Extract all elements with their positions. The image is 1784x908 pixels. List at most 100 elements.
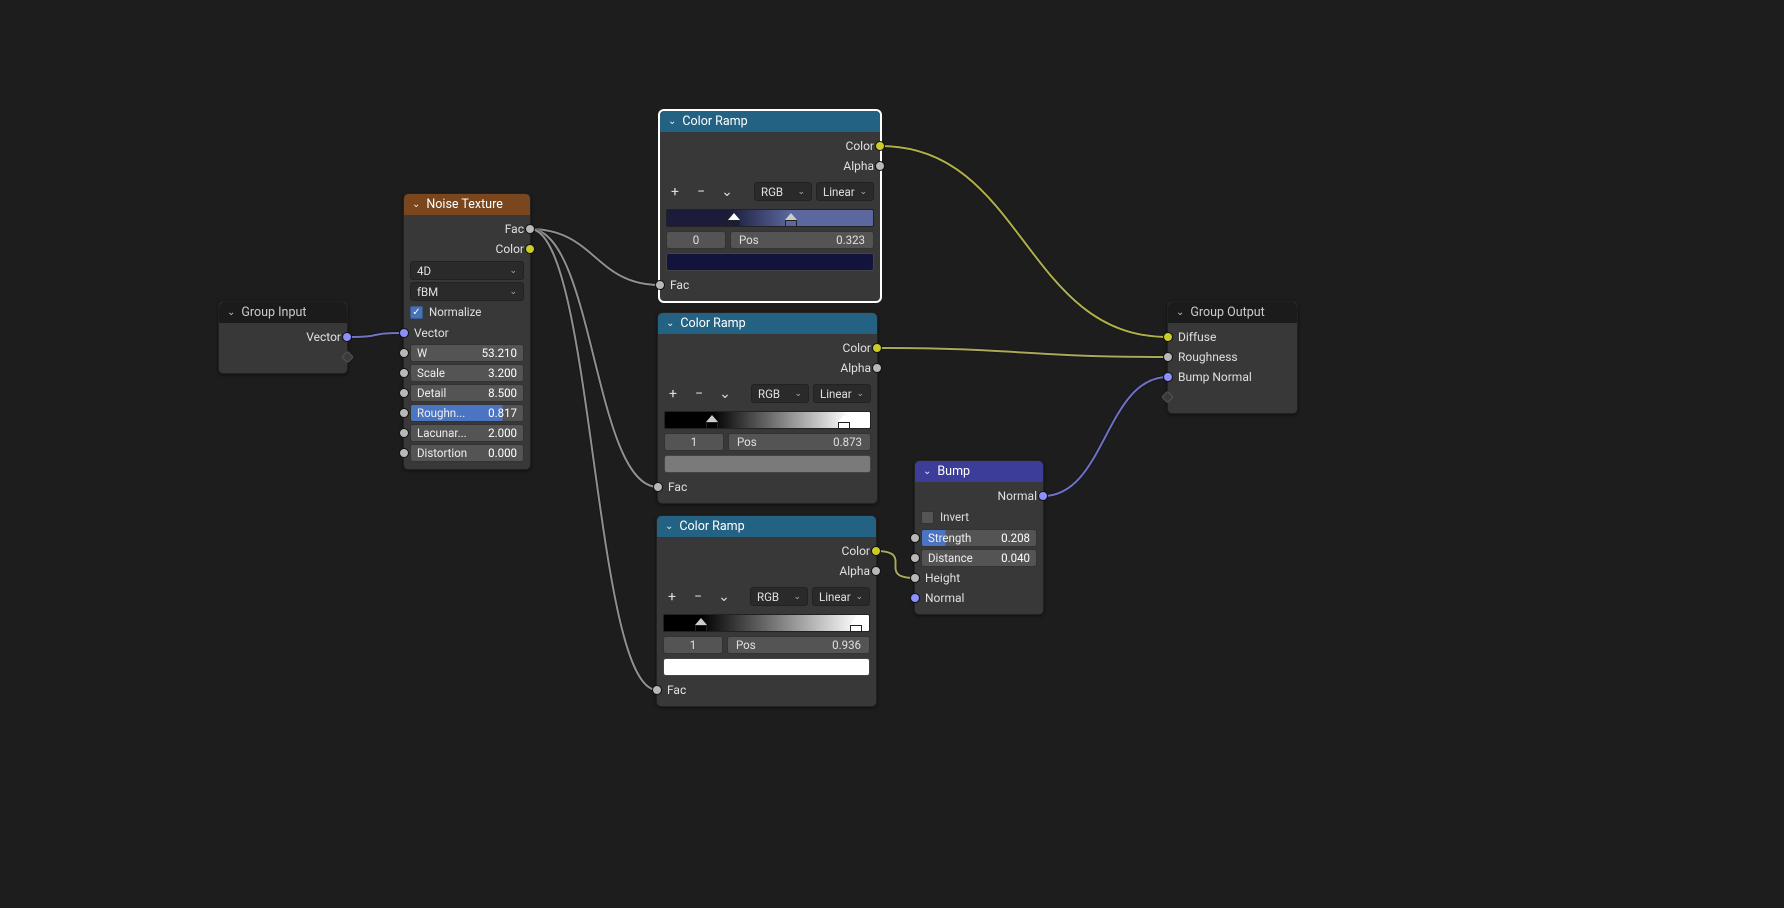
output-socket[interactable]	[525, 224, 535, 234]
output-socket[interactable]	[875, 161, 885, 171]
input-socket[interactable]	[399, 348, 409, 358]
wire[interactable]	[876, 551, 915, 578]
wire[interactable]	[530, 229, 658, 487]
gradient-stop[interactable]	[695, 618, 707, 632]
bump-node[interactable]: ⌄BumpNormalInvertStrength0.208Distance0.…	[914, 460, 1044, 615]
collapse-chevron-icon[interactable]: ⌄	[665, 521, 673, 532]
output-socket[interactable]	[872, 343, 882, 353]
input-socket[interactable]	[399, 328, 409, 338]
wire[interactable]	[1043, 377, 1168, 496]
gradient-bar[interactable]	[664, 411, 871, 429]
color-ramp-node[interactable]: ⌄Color RampColorAlpha+−⌄RGB⌄Linear⌄1Pos0…	[657, 312, 878, 504]
add-stop-button[interactable]: +	[666, 183, 684, 201]
input-socket[interactable]	[399, 388, 409, 398]
colormode-dropdown[interactable]: RGB⌄	[754, 182, 812, 201]
input-socket[interactable]	[910, 593, 920, 603]
output-socket[interactable]	[1038, 491, 1048, 501]
input-socket[interactable]	[399, 368, 409, 378]
remove-stop-button[interactable]: −	[692, 183, 710, 201]
input-socket[interactable]	[399, 428, 409, 438]
gradient-stop[interactable]	[785, 213, 797, 227]
node-header[interactable]: ⌄Group Input	[219, 302, 347, 323]
number-property[interactable]: W53.210	[410, 344, 524, 362]
colormode-dropdown[interactable]: RGB⌄	[750, 587, 808, 606]
output-socket[interactable]	[875, 141, 885, 151]
gradient-stop[interactable]	[838, 415, 850, 429]
stop-index[interactable]: 1	[664, 433, 724, 451]
input-socket[interactable]	[655, 280, 665, 290]
current-color-swatch[interactable]	[666, 253, 874, 271]
interpolation-dropdown[interactable]: Linear⌄	[813, 384, 871, 403]
group-output-node[interactable]: ⌄Group OutputDiffuseRoughnessBump Normal	[1167, 301, 1298, 414]
output-socket[interactable]	[525, 244, 535, 254]
node-header[interactable]: ⌄Group Output	[1168, 302, 1297, 323]
normalize-checkbox[interactable]: ✓Normalize	[410, 303, 524, 321]
gradient-stop[interactable]	[728, 213, 740, 227]
input-socket[interactable]	[399, 448, 409, 458]
node-header[interactable]: ⌄Color Ramp	[660, 111, 880, 132]
colormode-dropdown[interactable]: RGB⌄	[751, 384, 809, 403]
collapse-chevron-icon[interactable]: ⌄	[923, 466, 931, 477]
color-ramp-node[interactable]: ⌄Color RampColorAlpha+−⌄RGB⌄Linear⌄0Pos0…	[659, 110, 881, 302]
interpolation-dropdown[interactable]: Linear⌄	[812, 587, 870, 606]
stop-menu-button[interactable]: ⌄	[716, 385, 734, 403]
number-property[interactable]: Strength0.208	[921, 529, 1037, 547]
gradient-bar[interactable]	[666, 209, 874, 227]
wire[interactable]	[877, 348, 1168, 357]
input-socket[interactable]	[910, 533, 920, 543]
wire[interactable]	[530, 229, 660, 285]
number-property[interactable]: Scale3.200	[410, 364, 524, 382]
input-socket[interactable]	[653, 482, 663, 492]
number-property[interactable]: Detail8.500	[410, 384, 524, 402]
stop-position-field[interactable]: Pos0.323	[730, 231, 874, 249]
color-ramp-node[interactable]: ⌄Color RampColorAlpha+−⌄RGB⌄Linear⌄1Pos0…	[656, 515, 877, 707]
node-header[interactable]: ⌄Color Ramp	[658, 313, 877, 334]
stop-position-field[interactable]: Pos0.936	[727, 636, 870, 654]
collapse-chevron-icon[interactable]: ⌄	[412, 199, 420, 210]
wire[interactable]	[530, 229, 657, 690]
number-property[interactable]: Lacunar...2.000	[410, 424, 524, 442]
node-header[interactable]: ⌄Color Ramp	[657, 516, 876, 537]
virtual-socket[interactable]	[341, 351, 354, 364]
input-socket[interactable]	[1163, 332, 1173, 342]
node-header[interactable]: ⌄Noise Texture	[404, 194, 530, 215]
output-socket[interactable]	[872, 363, 882, 373]
add-stop-button[interactable]: +	[664, 385, 682, 403]
stop-index[interactable]: 0	[666, 231, 726, 249]
number-property[interactable]: Distortion0.000	[410, 444, 524, 462]
virtual-socket[interactable]	[1161, 391, 1174, 404]
stop-index[interactable]: 1	[663, 636, 723, 654]
group-input-node[interactable]: ⌄Group InputVector	[218, 301, 348, 374]
remove-stop-button[interactable]: −	[690, 385, 708, 403]
collapse-chevron-icon[interactable]: ⌄	[668, 116, 676, 127]
collapse-chevron-icon[interactable]: ⌄	[666, 318, 674, 329]
input-socket[interactable]	[1163, 352, 1173, 362]
stop-menu-button[interactable]: ⌄	[718, 183, 736, 201]
current-color-swatch[interactable]	[664, 455, 871, 473]
number-property[interactable]: Roughn...0.817	[410, 404, 524, 422]
output-socket[interactable]	[871, 546, 881, 556]
wire[interactable]	[880, 146, 1168, 337]
collapse-chevron-icon[interactable]: ⌄	[227, 307, 235, 318]
input-socket[interactable]	[399, 408, 409, 418]
remove-stop-button[interactable]: −	[689, 588, 707, 606]
wire[interactable]	[347, 333, 404, 337]
input-socket[interactable]	[652, 685, 662, 695]
add-stop-button[interactable]: +	[663, 588, 681, 606]
output-socket[interactable]	[342, 332, 352, 342]
gradient-stop[interactable]	[706, 415, 718, 429]
current-color-swatch[interactable]	[663, 658, 870, 676]
gradient-bar[interactable]	[663, 614, 870, 632]
dimensions-dropdown[interactable]: 4D⌄	[410, 261, 524, 280]
noise-type-dropdown[interactable]: fBM⌄	[410, 282, 524, 301]
node-header[interactable]: ⌄Bump	[915, 461, 1043, 482]
output-socket[interactable]	[871, 566, 881, 576]
input-socket[interactable]	[1163, 372, 1173, 382]
number-property[interactable]: Distance0.040	[921, 549, 1037, 567]
input-socket[interactable]	[910, 553, 920, 563]
input-socket[interactable]	[910, 573, 920, 583]
noise-texture-node[interactable]: ⌄Noise TextureFacColor4D⌄fBM⌄✓NormalizeV…	[403, 193, 531, 470]
stop-menu-button[interactable]: ⌄	[715, 588, 733, 606]
gradient-stop[interactable]	[850, 618, 862, 632]
invert-checkbox[interactable]: Invert	[921, 508, 1037, 526]
